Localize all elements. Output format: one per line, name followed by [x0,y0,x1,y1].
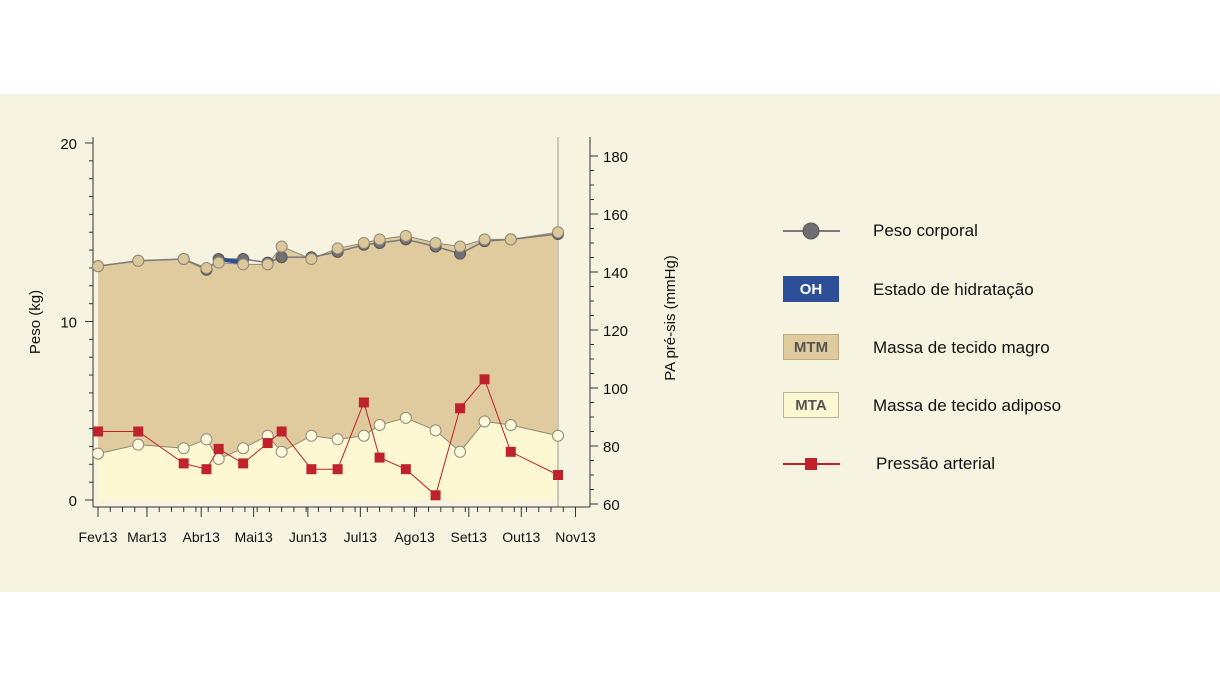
lean-point [261,258,274,271]
adipose-point [200,433,213,446]
lean-point [399,229,412,242]
pressure-point [276,426,287,437]
adipose-point [399,411,412,424]
lean-point [478,233,491,246]
lean-point [552,226,565,239]
lean-point [373,233,386,246]
lean-point [200,261,213,274]
lean-point [275,240,288,253]
left-tick-label: 0 [69,493,77,510]
left-tick-label: 20 [60,136,77,153]
weight-line-symbol-icon [783,222,840,240]
x-month-label: Jun13 [289,529,327,545]
pressure-point [430,490,441,501]
left-tick-label: 10 [60,315,77,332]
adipose-point [177,442,190,455]
x-month-label: Mar13 [127,529,167,545]
lean-point [177,253,190,266]
x-month-label: Out13 [502,529,540,545]
adipose-point [504,419,517,432]
legend-label-pressure: Pressão arterial [876,454,996,473]
right-tick-label: 180 [603,149,628,166]
adipose-mass-area [98,417,559,500]
x-month-label: Set13 [451,529,488,545]
hydration-swatch: OH [782,276,842,304]
legend: Peso corporal OH Estado de hidratação MT… [782,94,1202,592]
lean-swatch: MTM [782,334,842,362]
x-month-label: Mai13 [235,529,273,545]
legend-item-hydration: OH Estado de hidratação [782,276,1202,304]
adipose-point [331,433,344,446]
right-tick-label: 140 [603,265,628,282]
adipose-point [305,429,318,442]
pressure-point [455,403,466,414]
pressure-point [93,426,103,437]
x-month-label: Jul13 [344,529,378,545]
pressure-point [133,426,144,437]
lean-point [504,233,517,246]
x-month-label: Abr13 [183,529,221,545]
adipose-point [92,447,104,460]
x-month-label: Ago13 [394,529,435,545]
pressure-point [238,458,249,469]
lean-point [212,256,225,269]
adipose-point [478,415,491,428]
pressure-point [201,464,212,475]
hydration-swatch-text: OH [783,276,839,302]
pressure-point [213,443,224,454]
legend-item-lean: MTM Massa de tecido magro [782,334,1202,362]
legend-label-adipose: Massa de tecido adiposo [873,396,1062,415]
lean-swatch-text: MTM [783,334,839,360]
pressure-point [400,464,411,475]
lean-point [357,236,370,249]
x-month-label: Nov13 [555,529,596,545]
adipose-point [357,429,370,442]
legend-label-lean: Massa de tecido magro [873,338,1050,357]
pressure-point [553,470,564,480]
chart-svg: 0 10 20 60 80 100 120 140 160 180 Fev13 Mar13 Abr13 M… [27,136,679,545]
adipose-point [132,438,145,451]
right-tick-label: 120 [603,323,628,340]
legend-item-pressure: Pressão arterial [782,450,1202,478]
pressure-line-symbol-icon [783,458,840,470]
adipose-point [454,445,467,458]
right-tick-label: 100 [603,381,628,398]
adipose-swatch-text: MTA [783,392,839,418]
adipose-point [552,429,565,442]
legend-item-adipose: MTA Massa de tecido adiposo [782,392,1202,420]
pressure-point [374,452,385,463]
lean-point [305,253,318,266]
legend-label-weight: Peso corporal [873,221,978,240]
left-axis-title: Peso (kg) [27,290,44,354]
lean-point [331,242,344,255]
pressure-point [479,374,490,385]
legend-label-hydration: Estado de hidratação [873,280,1034,299]
pressure-point [306,464,317,475]
x-month-label: Fev13 [79,529,118,545]
weight-point [275,251,288,264]
adipose-point [373,419,386,432]
lean-point [132,254,145,267]
lean-mass-area [98,232,559,500]
lean-point [237,258,250,271]
pressure-point [505,446,516,457]
chart-panel: 0 10 20 60 80 100 120 140 160 180 Fev13 Mar13 Abr13 M… [0,94,1220,592]
right-tick-label: 80 [603,439,620,456]
adipose-point [429,424,442,437]
legend-item-weight: Peso corporal [782,217,1202,245]
right-tick-label: 160 [603,207,628,224]
right-tick-label: 60 [603,497,620,514]
pressure-point [178,458,189,469]
adipose-point [237,442,250,455]
adipose-point [275,445,288,458]
lean-point [429,236,442,249]
right-axis-title: PA pré-sis (mmHg) [662,255,679,381]
pressure-point [262,438,273,449]
adipose-swatch: MTA [782,392,842,420]
lean-point [454,240,467,253]
pressure-point [358,397,369,408]
pressure-point [332,464,343,475]
lean-point [92,260,104,273]
